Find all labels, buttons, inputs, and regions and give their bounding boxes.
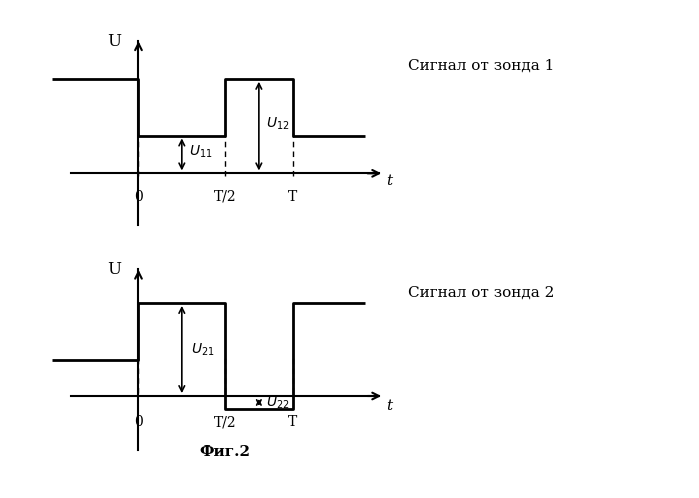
Text: $U_{21}$: $U_{21}$ <box>192 341 215 358</box>
Text: 0: 0 <box>134 415 143 429</box>
Text: t: t <box>386 174 392 188</box>
Text: T: T <box>288 415 297 429</box>
Text: 0: 0 <box>134 190 143 204</box>
Text: T/2: T/2 <box>214 190 236 204</box>
Text: Сигнал от зонда 1: Сигнал от зонда 1 <box>408 58 554 72</box>
Text: U: U <box>108 32 122 50</box>
Text: $U_{22}$: $U_{22}$ <box>266 394 289 411</box>
Text: T/2: T/2 <box>214 415 236 429</box>
Text: Фиг.2: Фиг.2 <box>200 445 251 459</box>
Text: $U_{11}$: $U_{11}$ <box>189 143 212 160</box>
Text: Сигнал от зонда 2: Сигнал от зонда 2 <box>408 286 554 300</box>
Text: T: T <box>288 190 297 204</box>
Text: t: t <box>386 399 392 413</box>
Text: U: U <box>108 261 122 278</box>
Text: $U_{12}$: $U_{12}$ <box>266 115 289 131</box>
